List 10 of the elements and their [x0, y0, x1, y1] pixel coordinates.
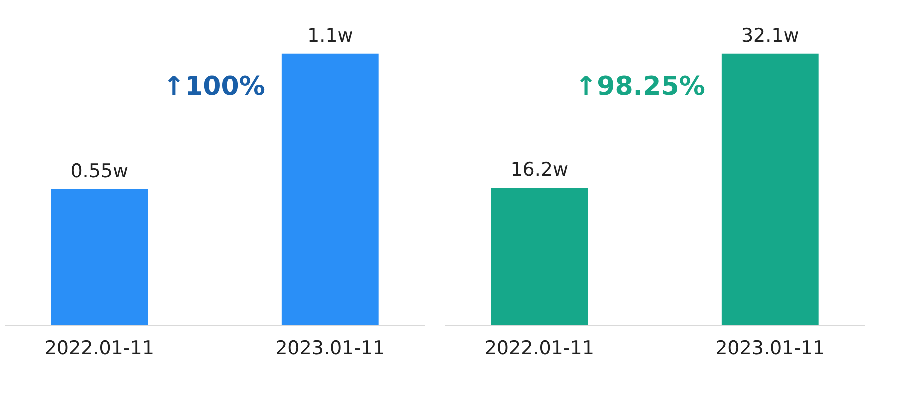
x-tick-label: 2023.01-11 — [716, 338, 826, 360]
annotation: ↑98.25% — [575, 72, 706, 102]
data-label: 32.1w — [741, 24, 800, 47]
data-label: 16.2w — [510, 159, 569, 182]
data-label: 1.1w — [308, 24, 354, 47]
annotation: ↑100% — [163, 72, 266, 102]
x-tick-label: 2022.01-11 — [44, 338, 154, 360]
x-tick-label: 2022.01-11 — [484, 338, 594, 360]
data-label: 0.55w — [70, 160, 129, 182]
x-tick-label: 2023.01-11 — [276, 338, 386, 360]
